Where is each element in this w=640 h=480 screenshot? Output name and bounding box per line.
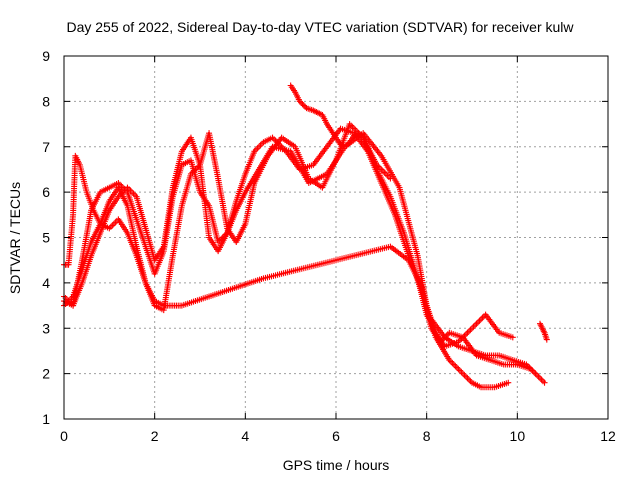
data-point bbox=[470, 323, 477, 330]
grid-lines bbox=[64, 56, 608, 419]
x-tick-label: 2 bbox=[151, 428, 159, 444]
y-axis-label: SDTVAR / TECUs bbox=[7, 182, 23, 294]
data-point bbox=[300, 102, 307, 109]
data-point bbox=[110, 220, 117, 227]
data-point bbox=[473, 320, 480, 327]
series-track-2 bbox=[61, 130, 512, 391]
data-point bbox=[444, 331, 451, 338]
data-point bbox=[479, 314, 486, 321]
x-tick-label: 12 bbox=[600, 428, 616, 444]
data-point bbox=[458, 369, 465, 376]
data-point bbox=[541, 379, 548, 386]
data-point bbox=[254, 145, 261, 152]
data-point bbox=[296, 98, 303, 105]
x-axis-label: GPS time / hours bbox=[283, 457, 390, 473]
data-point bbox=[453, 364, 460, 371]
data-point bbox=[467, 326, 474, 333]
data-point bbox=[387, 175, 394, 182]
data-point bbox=[257, 142, 264, 149]
data-point bbox=[455, 366, 462, 373]
y-tick-label: 6 bbox=[42, 184, 50, 200]
data-point bbox=[478, 316, 485, 323]
x-tick-label: 10 bbox=[510, 428, 526, 444]
x-tick-label: 8 bbox=[423, 428, 431, 444]
x-tick-label: 0 bbox=[60, 428, 68, 444]
chart-title: Day 255 of 2022, Sidereal Day-to-day VTE… bbox=[66, 19, 574, 35]
y-tick-label: 7 bbox=[42, 139, 50, 155]
y-tick-label: 5 bbox=[42, 230, 50, 246]
data-point bbox=[505, 379, 512, 386]
data-point bbox=[255, 143, 262, 150]
data-point bbox=[540, 378, 547, 385]
y-tick-label: 8 bbox=[42, 93, 50, 109]
y-tick-label: 1 bbox=[42, 411, 50, 427]
data-point bbox=[464, 329, 471, 336]
data-point bbox=[298, 99, 305, 106]
x-tick-label: 4 bbox=[241, 428, 249, 444]
data-point bbox=[469, 325, 475, 332]
data-point bbox=[302, 103, 309, 110]
data-point bbox=[465, 328, 472, 335]
data-point bbox=[532, 370, 539, 377]
data-point bbox=[452, 363, 459, 370]
data-point bbox=[107, 223, 114, 230]
data-point bbox=[472, 322, 479, 329]
x-tick-label: 6 bbox=[332, 428, 340, 444]
data-point bbox=[461, 372, 468, 379]
data-point bbox=[381, 169, 388, 176]
data-point bbox=[530, 369, 537, 376]
data-point bbox=[535, 373, 542, 380]
data-point bbox=[299, 101, 306, 108]
data-point bbox=[543, 336, 550, 343]
data-point bbox=[125, 186, 132, 193]
data-point bbox=[449, 360, 456, 367]
data-point bbox=[112, 219, 119, 226]
data-point bbox=[475, 319, 482, 326]
data-points bbox=[61, 82, 550, 391]
y-tick-label: 2 bbox=[42, 366, 50, 382]
data-point bbox=[461, 332, 468, 339]
data-point bbox=[382, 170, 389, 177]
data-point bbox=[450, 361, 457, 368]
data-point bbox=[465, 376, 472, 383]
data-point bbox=[476, 317, 483, 324]
y-tick-label: 9 bbox=[42, 48, 50, 64]
data-point bbox=[462, 373, 469, 380]
data-point bbox=[459, 370, 466, 377]
series-track-6 bbox=[537, 320, 550, 343]
data-point bbox=[533, 372, 540, 379]
series-track-5 bbox=[287, 82, 394, 182]
data-point bbox=[456, 367, 463, 374]
data-point bbox=[124, 184, 131, 191]
y-tick-label: 3 bbox=[42, 320, 50, 336]
y-tick-label: 4 bbox=[42, 275, 50, 291]
data-point bbox=[464, 375, 471, 382]
data-point bbox=[538, 376, 545, 383]
data-point bbox=[537, 375, 543, 382]
data-point bbox=[509, 334, 516, 341]
